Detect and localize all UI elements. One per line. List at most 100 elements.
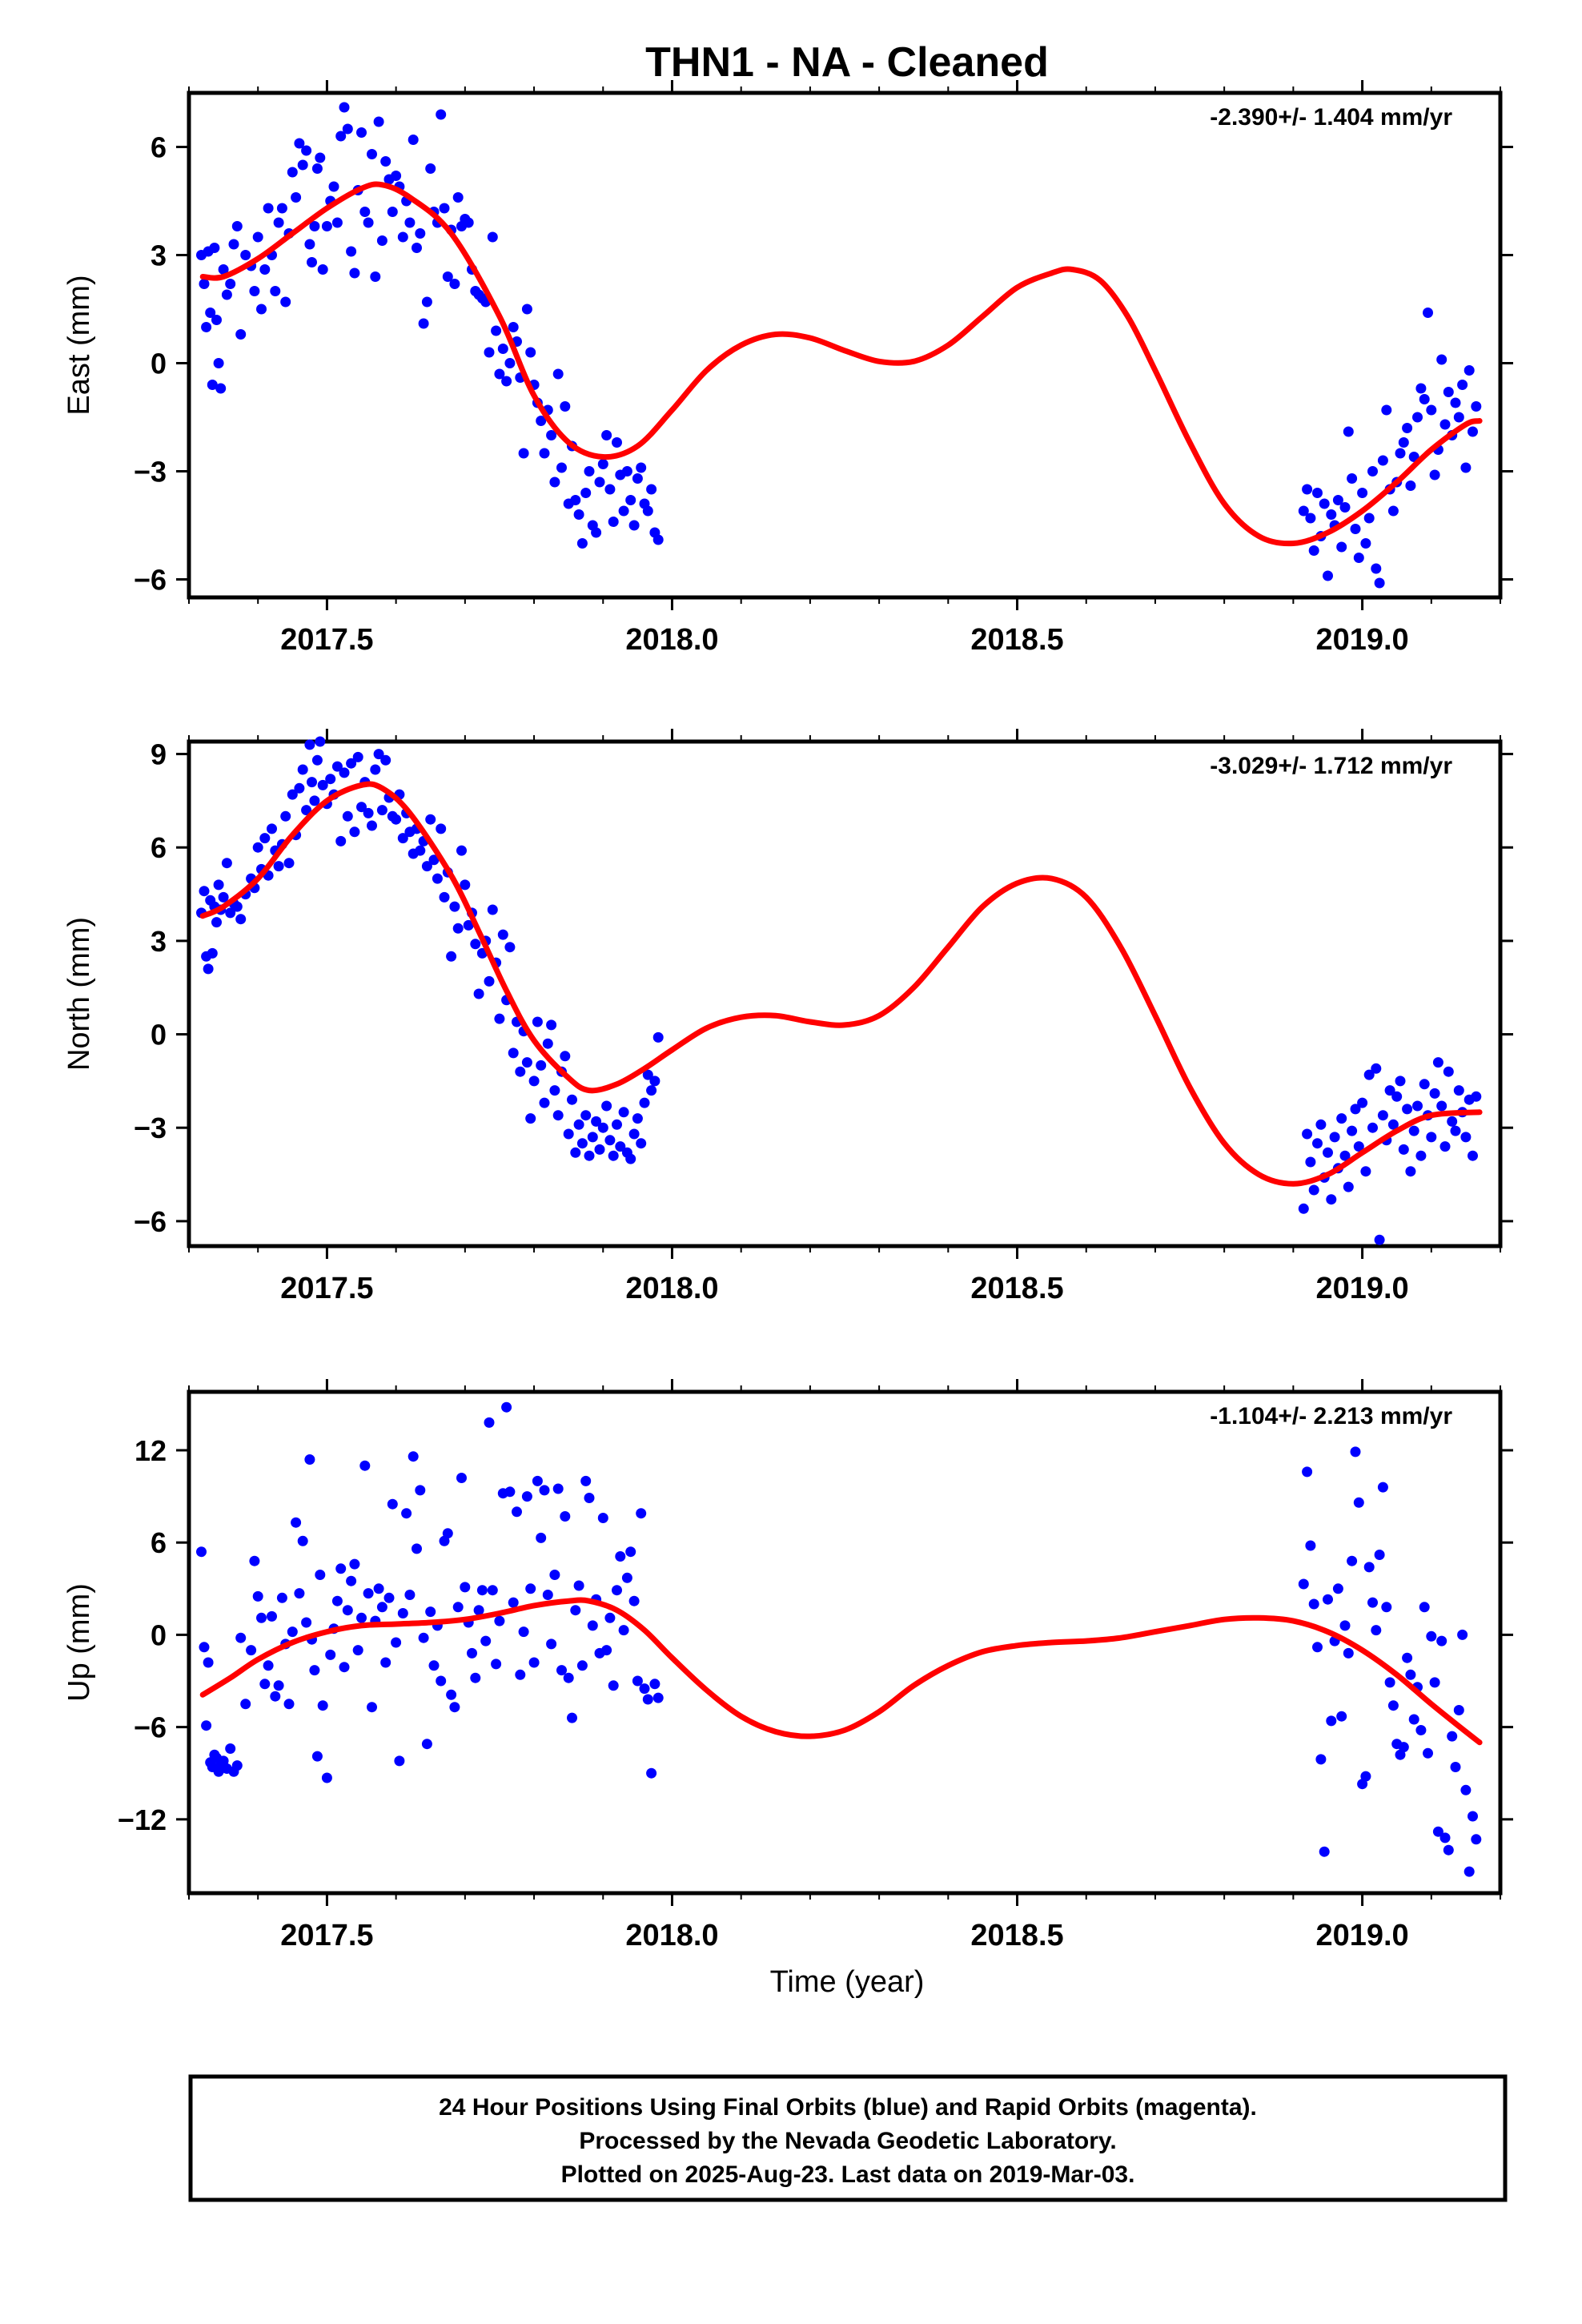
north-data-point: [601, 1100, 612, 1112]
east-data-point: [225, 279, 236, 289]
north-data-point: [632, 1113, 643, 1124]
east-y-tick-label: −3: [134, 456, 167, 489]
north-data-point: [608, 1150, 619, 1161]
up-data-point: [1453, 1705, 1464, 1715]
north-data-point: [1350, 1104, 1361, 1115]
north-data-point: [580, 1110, 592, 1121]
north-data-point: [576, 1138, 588, 1149]
up-data-point: [1419, 1602, 1430, 1613]
east-data-point: [1347, 473, 1358, 484]
north-data-point: [563, 1128, 574, 1140]
north-data-point: [594, 1144, 605, 1155]
north-data-point: [367, 820, 377, 831]
up-data-point: [621, 1572, 632, 1583]
east-data-point: [363, 217, 374, 228]
east-data-point: [215, 383, 227, 394]
north-data-point: [1460, 1132, 1472, 1143]
up-data-point: [567, 1712, 577, 1723]
east-y-tick-label: 6: [151, 131, 167, 164]
east-data-point: [1457, 380, 1468, 390]
up-data-point: [428, 1660, 440, 1671]
up-data-point: [270, 1691, 281, 1702]
east-panel: 2017.5 2018.0 2018.5 2019.0 −6 −3 0 3 6 East (mm)…: [62, 80, 1513, 657]
up-data-point: [1308, 1598, 1319, 1610]
up-data-point: [632, 1675, 643, 1687]
up-data-point: [452, 1602, 464, 1613]
north-data-point: [504, 942, 516, 953]
north-data-point: [525, 1113, 536, 1124]
east-data-point: [201, 322, 212, 332]
north-data-point: [1432, 1057, 1443, 1068]
north-data-point: [1450, 1125, 1461, 1136]
footer-line-3: Plotted on 2025-Aug-23. Last data on 201…: [561, 2161, 1135, 2188]
east-data-point: [211, 315, 222, 325]
north-data-point: [449, 901, 460, 912]
east-data-point: [380, 156, 391, 167]
east-x-tick-label: 2018.0: [625, 623, 718, 657]
north-data-point: [415, 845, 426, 856]
up-data-point: [1360, 1771, 1371, 1782]
up-data-point: [1423, 1747, 1433, 1759]
up-data-point: [1468, 1811, 1478, 1822]
east-data-point: [228, 239, 239, 250]
north-data-point: [1367, 1122, 1378, 1133]
east-data-point: [1377, 455, 1388, 466]
up-data-point: [1439, 1832, 1451, 1844]
north-data-point: [460, 879, 471, 891]
up-data-point: [349, 1558, 360, 1570]
up-data-point: [404, 1590, 416, 1600]
east-data-point: [1450, 397, 1461, 408]
up-data-point: [309, 1665, 320, 1676]
north-data-point: [494, 1013, 505, 1024]
north-data-point: [207, 947, 218, 959]
east-data-point: [546, 430, 557, 440]
up-data-point: [196, 1546, 207, 1558]
east-data-point: [259, 264, 271, 275]
north-data-point: [497, 929, 508, 940]
east-data-point: [1387, 505, 1399, 517]
up-data-point: [580, 1475, 592, 1486]
up-data-point: [1323, 1594, 1333, 1605]
east-data-point: [1357, 488, 1368, 498]
north-data-point: [1357, 1097, 1368, 1108]
north-data-point: [532, 1016, 543, 1027]
east-data-point: [439, 203, 450, 214]
up-data-point: [446, 1689, 457, 1700]
east-data-point: [205, 308, 216, 318]
up-data-point: [570, 1605, 581, 1616]
north-x-tick-label: 2019.0: [1315, 1272, 1408, 1305]
east-data-point: [1429, 469, 1440, 480]
north-data-point: [199, 886, 210, 897]
east-data-point: [536, 416, 547, 426]
north-data-point: [335, 835, 347, 846]
footer-line-1: 24 Hour Positions Using Final Orbits (bl…: [439, 2094, 1257, 2121]
up-data-point: [1408, 1714, 1419, 1725]
north-data-point: [1395, 1076, 1406, 1087]
up-data-point: [291, 1517, 302, 1528]
up-data-point: [476, 1585, 488, 1596]
east-data-point: [601, 430, 612, 440]
north-data-point: [1343, 1181, 1354, 1192]
up-data-point: [546, 1638, 557, 1650]
up-data-point: [584, 1493, 595, 1503]
north-data-point: [1384, 1085, 1395, 1096]
east-data-point: [612, 437, 622, 448]
north-data-point: [452, 923, 464, 934]
north-data-point: [1336, 1113, 1347, 1124]
up-data-point: [342, 1605, 353, 1616]
north-data-point: [301, 805, 312, 816]
east-data-point: [331, 217, 343, 228]
east-data-point: [221, 289, 232, 300]
north-data-point: [294, 782, 305, 794]
up-data-point: [470, 1672, 481, 1683]
north-data-point: [539, 1097, 550, 1108]
north-data-point: [252, 842, 263, 853]
up-data-point: [1415, 1725, 1427, 1735]
east-x-tick-label: 2017.5: [280, 623, 373, 657]
up-y-tick-label: −12: [118, 1803, 167, 1836]
up-data-point: [1447, 1731, 1458, 1742]
north-y-tick-label: 9: [151, 738, 167, 771]
north-data-point: [484, 975, 495, 987]
up-data-point: [394, 1755, 405, 1767]
